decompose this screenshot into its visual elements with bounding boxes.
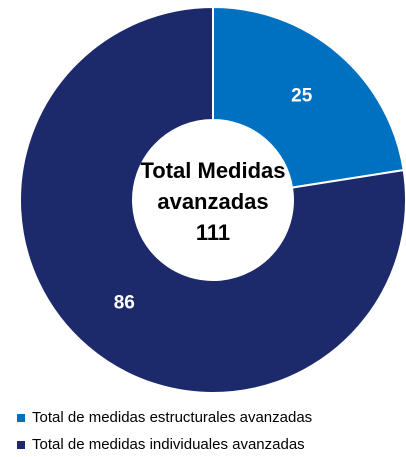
data-label: 86 xyxy=(114,293,135,314)
data-label: 25 xyxy=(291,85,313,106)
legend-swatch xyxy=(17,441,25,449)
center-total: 111 xyxy=(196,220,230,245)
legend-label: Total de medidas individuales avanzadas xyxy=(32,436,305,453)
legend-label: Total de medidas estructurales avanzadas xyxy=(32,409,312,426)
donut-slice xyxy=(212,5,405,189)
donut-slice xyxy=(19,5,406,394)
center-label: Total Medidas xyxy=(140,158,285,183)
center-label: avanzadas xyxy=(157,189,268,214)
legend-swatch xyxy=(17,414,25,422)
